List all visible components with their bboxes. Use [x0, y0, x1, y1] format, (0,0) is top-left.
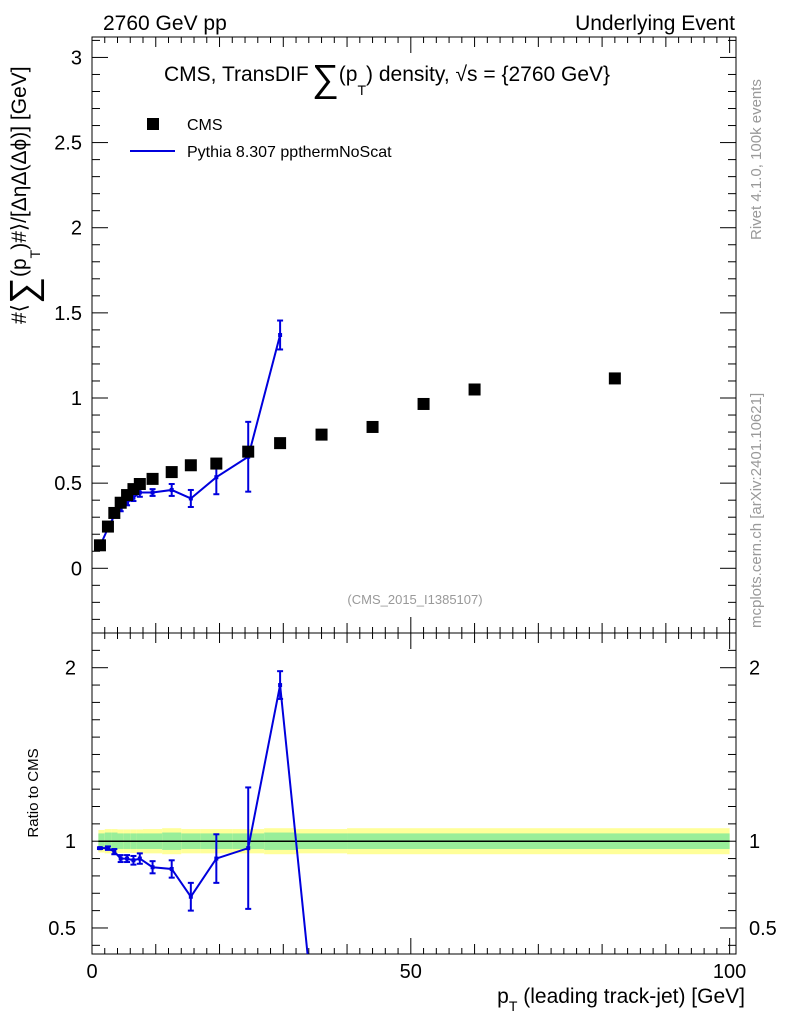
- main-ytick-label: 1.5: [54, 303, 82, 325]
- header-right: Underlying Event: [575, 12, 735, 35]
- xtick-label: 100: [713, 961, 746, 983]
- xtick-label: 0: [86, 961, 97, 983]
- legend-pythia-label: Pythia 8.307 ppthermNoScat: [187, 144, 392, 161]
- pythia-point: [125, 500, 130, 505]
- header-left: 2760 GeV pp: [103, 12, 227, 35]
- cms-point: [133, 478, 146, 490]
- ratio-frame: [91, 632, 737, 955]
- ratio-point: [137, 856, 142, 861]
- pythia-point: [150, 490, 155, 495]
- main-ytick-labels: 0 0.5 1 1.5 2 2.5 3: [54, 47, 82, 580]
- main-panel: 0 0.5 1 1.5 2 2.5 3 CMS, TransDIF∑(pT) density…: [3, 36, 737, 634]
- ratio-point: [105, 846, 110, 851]
- ratio-bands: [98, 828, 730, 855]
- main-ticks: [91, 37, 736, 633]
- main-title: CMS, TransDIF∑(pT) density, √s = {2760 G…: [164, 58, 610, 100]
- cms-point: [242, 445, 255, 458]
- ratio-ytick-label: 2: [65, 658, 76, 680]
- main-ytick-label: 2: [71, 218, 82, 240]
- ratio-point: [246, 846, 251, 851]
- ratio-point: [97, 846, 102, 851]
- mcplots-label: mcplots.cern.ch [arXiv:2401.10621]: [748, 393, 765, 628]
- main-ytick-label: 0: [71, 558, 82, 580]
- main-ytick-label: 1: [71, 388, 82, 410]
- cms-point: [146, 472, 159, 485]
- legend-cms-label: CMS: [187, 117, 223, 134]
- ratio-ytick-label: 0.5: [48, 918, 76, 940]
- cms-point: [165, 466, 178, 479]
- ratio-point: [131, 858, 136, 863]
- ratio-point: [118, 856, 123, 861]
- legend-cms-marker: [147, 118, 159, 130]
- ratio-point: [169, 866, 174, 871]
- ratio-series: [96, 670, 309, 954]
- ratio-ticks: [91, 633, 736, 954]
- ratio-ytick-label: 1: [65, 831, 76, 853]
- main-ytick-label: 3: [71, 47, 82, 69]
- pythia-point: [188, 496, 193, 501]
- xtick-labels: 0 50 100: [86, 961, 746, 983]
- analysis-watermark: (CMS_2015_I1385107): [347, 592, 482, 607]
- rivet-label: Rivet 4.1.0, 100k events: [748, 79, 765, 240]
- main-ytick-label: 0.5: [54, 473, 82, 495]
- pythia-point: [137, 490, 142, 495]
- cms-point: [274, 437, 287, 450]
- ratio-ytick-label-right: 0.5: [749, 918, 777, 940]
- main-ytick-label: 2.5: [54, 133, 82, 155]
- ratio-point: [112, 849, 117, 854]
- ratio-ylabel: Ratio to CMS: [25, 748, 42, 837]
- cms-point: [608, 372, 621, 385]
- pythia-point: [131, 495, 136, 500]
- cms-point: [366, 420, 379, 433]
- ratio-ytick-labels: 0.5 0.5 1 1 2 2: [48, 658, 777, 940]
- cms-point: [417, 397, 430, 410]
- pythia-point: [169, 487, 174, 492]
- legend: CMS Pythia 8.307 ppthermNoScat: [130, 117, 392, 161]
- cms-point: [184, 459, 197, 472]
- pythia-line: [99, 334, 282, 547]
- ratio-point: [125, 856, 130, 861]
- ratio-series-clip: [96, 670, 309, 954]
- ratio-point: [150, 865, 155, 870]
- ratio-point: [188, 894, 193, 899]
- main-series: [93, 319, 621, 552]
- main-ylabel: #⟨∑(pT)#⟩/[ΔηΔ(Δϕ)] [GeV]: [3, 66, 45, 324]
- cms-point: [93, 539, 106, 552]
- ratio-ytick-label-right: 2: [749, 658, 760, 680]
- cms-point: [210, 457, 223, 470]
- cms-point: [468, 383, 481, 396]
- ratio-point: [214, 856, 219, 861]
- pythia-point: [278, 333, 283, 337]
- cms-point: [108, 506, 121, 519]
- ratio-ytick-label-right: 1: [749, 831, 760, 853]
- ratio-point: [278, 683, 283, 688]
- xtick-label: 50: [400, 961, 422, 983]
- pythia-point: [214, 475, 219, 480]
- cms-point: [101, 520, 114, 533]
- ratio-panel: 0.5 0.5 1 1 2 2 0 50 100 Ratio to CMS pT (leadi…: [25, 632, 777, 1014]
- x-axis-label: pT (leading track-jet) [GeV]: [497, 985, 745, 1014]
- cms-point: [315, 428, 328, 441]
